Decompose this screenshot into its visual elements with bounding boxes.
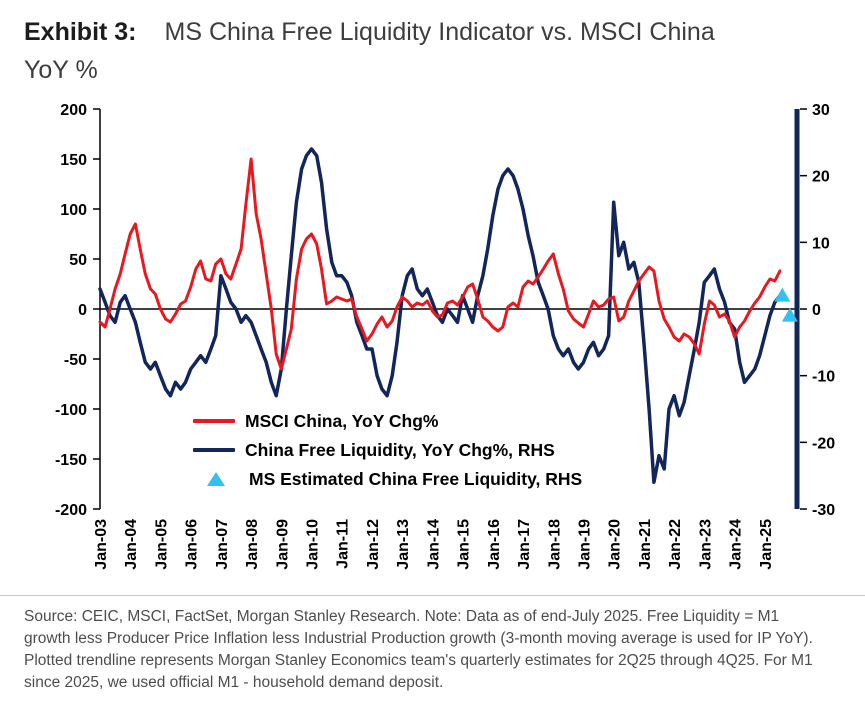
svg-text:-100: -100 xyxy=(55,402,87,419)
svg-text:Jan-10: Jan-10 xyxy=(305,519,322,570)
svg-text:10: 10 xyxy=(812,235,830,252)
chart-title: Exhibit 3: MS China Free Liquidity Indica… xyxy=(0,0,865,89)
legend-item-estimate: MS Estimated China Free Liquidity, RHS xyxy=(193,467,582,491)
svg-text:Jan-04: Jan-04 xyxy=(123,519,140,570)
svg-text:Jan-21: Jan-21 xyxy=(637,519,654,570)
svg-text:Jan-07: Jan-07 xyxy=(214,519,231,570)
title-line2: YoY % xyxy=(24,55,98,84)
svg-text:200: 200 xyxy=(60,102,87,119)
svg-text:30: 30 xyxy=(812,102,830,119)
chart-canvas: 200150100500-50-100-150-2003020100-10-20… xyxy=(55,102,835,570)
title-line1: MS China Free Liquidity Indicator vs. MS… xyxy=(164,18,715,46)
svg-text:-30: -30 xyxy=(812,502,835,519)
svg-text:Jan-11: Jan-11 xyxy=(335,519,352,569)
svg-text:Jan-25: Jan-25 xyxy=(758,519,775,570)
legend-item-liquidity: China Free Liquidity, YoY Chg%, RHS xyxy=(193,438,582,462)
svg-text:Jan-18: Jan-18 xyxy=(546,519,563,570)
svg-text:Jan-05: Jan-05 xyxy=(153,519,170,570)
svg-text:Jan-12: Jan-12 xyxy=(365,519,382,570)
legend-label-liquidity: China Free Liquidity, YoY Chg%, RHS xyxy=(245,439,555,460)
svg-text:Jan-03: Jan-03 xyxy=(93,519,110,570)
svg-text:-200: -200 xyxy=(55,502,87,519)
navy-line-marker xyxy=(193,448,235,452)
svg-text:Jan-08: Jan-08 xyxy=(244,519,261,570)
x-axis-labels: Jan-03 Jan-04 Jan-05 Jan-06 Jan-07 Jan-08 Jan-… xyxy=(93,519,775,570)
svg-text:Jan-09: Jan-09 xyxy=(274,519,291,570)
svg-text:100: 100 xyxy=(60,202,87,219)
series-line xyxy=(98,157,782,371)
svg-text:Jan-22: Jan-22 xyxy=(667,519,684,570)
svg-text:0: 0 xyxy=(78,302,87,319)
svg-text:50: 50 xyxy=(69,252,87,269)
svg-text:Jan-06: Jan-06 xyxy=(184,519,201,570)
svg-text:Jan-15: Jan-15 xyxy=(456,519,473,570)
footer-divider xyxy=(0,595,865,596)
svg-text:Jan-13: Jan-13 xyxy=(395,519,412,570)
svg-text:Jan-23: Jan-23 xyxy=(697,519,714,570)
svg-text:Jan-19: Jan-19 xyxy=(576,519,593,570)
red-line-marker xyxy=(193,419,235,423)
svg-text:Jan-14: Jan-14 xyxy=(425,519,442,570)
right-axis: 30 20 10 0 -10 -20 -30 xyxy=(794,102,835,519)
triangle-marker-icon xyxy=(207,472,225,486)
chart-legend: MSCI China, YoY Chg% China Free Liquidit… xyxy=(193,409,582,491)
svg-text:-20: -20 xyxy=(812,435,835,452)
series-line xyxy=(98,147,782,485)
left-axis: 200 150 100 50 0 -50 -100 -150 -200 xyxy=(55,102,101,519)
source-note: Source: CEIC, MSCI, FactSet, Morgan Stan… xyxy=(24,608,813,691)
svg-text:Jan-17: Jan-17 xyxy=(516,519,533,570)
svg-text:-50: -50 xyxy=(64,352,87,369)
svg-text:-150: -150 xyxy=(55,452,87,469)
legend-label-msci: MSCI China, YoY Chg% xyxy=(245,410,439,431)
svg-text:0: 0 xyxy=(812,302,821,319)
series-estimate-triangles xyxy=(774,287,798,322)
svg-text:150: 150 xyxy=(60,152,87,169)
exhibit-label: Exhibit 3: xyxy=(24,18,137,46)
svg-text:Jan-16: Jan-16 xyxy=(486,519,503,570)
svg-text:-10: -10 xyxy=(812,369,835,386)
chart-area: 200 150 100 50 0 -50 -100 -150 -200 30 20 10 0 -10 -20… xyxy=(0,91,865,591)
svg-text:20: 20 xyxy=(812,169,830,186)
svg-text:Jan-24: Jan-24 xyxy=(728,519,745,570)
svg-text:Jan-20: Jan-20 xyxy=(607,519,624,570)
legend-item-msci: MSCI China, YoY Chg% xyxy=(193,409,582,433)
legend-label-estimate: MS Estimated China Free Liquidity, RHS xyxy=(249,468,583,489)
